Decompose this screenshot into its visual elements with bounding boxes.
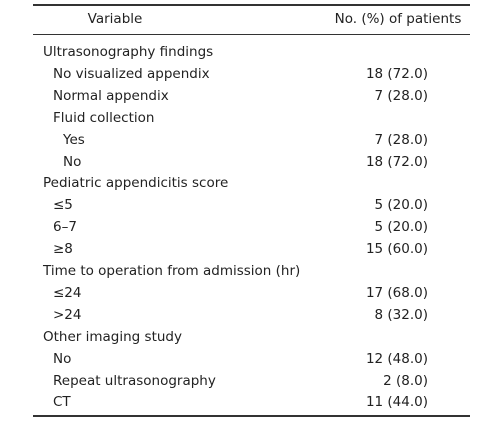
bottom-rule [33, 415, 470, 417]
row-value: 15 (60.0) [365, 241, 428, 258]
header-rule [33, 34, 470, 35]
group-label: Ultrasonography findings [43, 44, 214, 60]
row-label: ≤5 [53, 197, 73, 214]
row-value: 7 (28.0) [374, 87, 428, 104]
row-label: No visualized appendix [53, 65, 210, 82]
row-label: ≥8 [53, 241, 73, 258]
row-value: 5 (20.0) [374, 219, 428, 236]
group-label: Time to operation from admission (hr) [43, 263, 301, 279]
row-label: Repeat ultrasonography [53, 372, 216, 389]
header-cell: No. (%) of patients [334, 11, 462, 27]
row-value: 18 (72.0) [365, 65, 428, 82]
row-label: Normal appendix [53, 87, 169, 104]
row-value: 11 (44.0) [365, 394, 428, 411]
group-label: Other imaging study [43, 328, 182, 345]
row-value: 17 (68.0) [365, 284, 428, 301]
row-value: 2 (8.0) [383, 372, 428, 389]
row-label: No [63, 153, 82, 170]
row-label: Fluid collection [53, 109, 155, 126]
row-value: 12 (48.0) [365, 350, 428, 367]
row-value: 8 (32.0) [374, 306, 428, 323]
row-value: 5 (20.0) [374, 197, 428, 214]
row-value: 7 (28.0) [374, 131, 428, 148]
group-label: Pediatric appendicitis score [43, 175, 229, 192]
row-label: Yes [63, 131, 85, 148]
header-cell: Variable [87, 11, 143, 27]
row-value: 18 (72.0) [365, 153, 428, 170]
row-label: No [53, 350, 72, 367]
row-label: CT [53, 394, 71, 411]
row-label: ≤24 [53, 284, 82, 301]
row-label: 6–7 [53, 219, 77, 236]
row-label: >24 [53, 306, 82, 323]
top-rule [33, 4, 470, 6]
